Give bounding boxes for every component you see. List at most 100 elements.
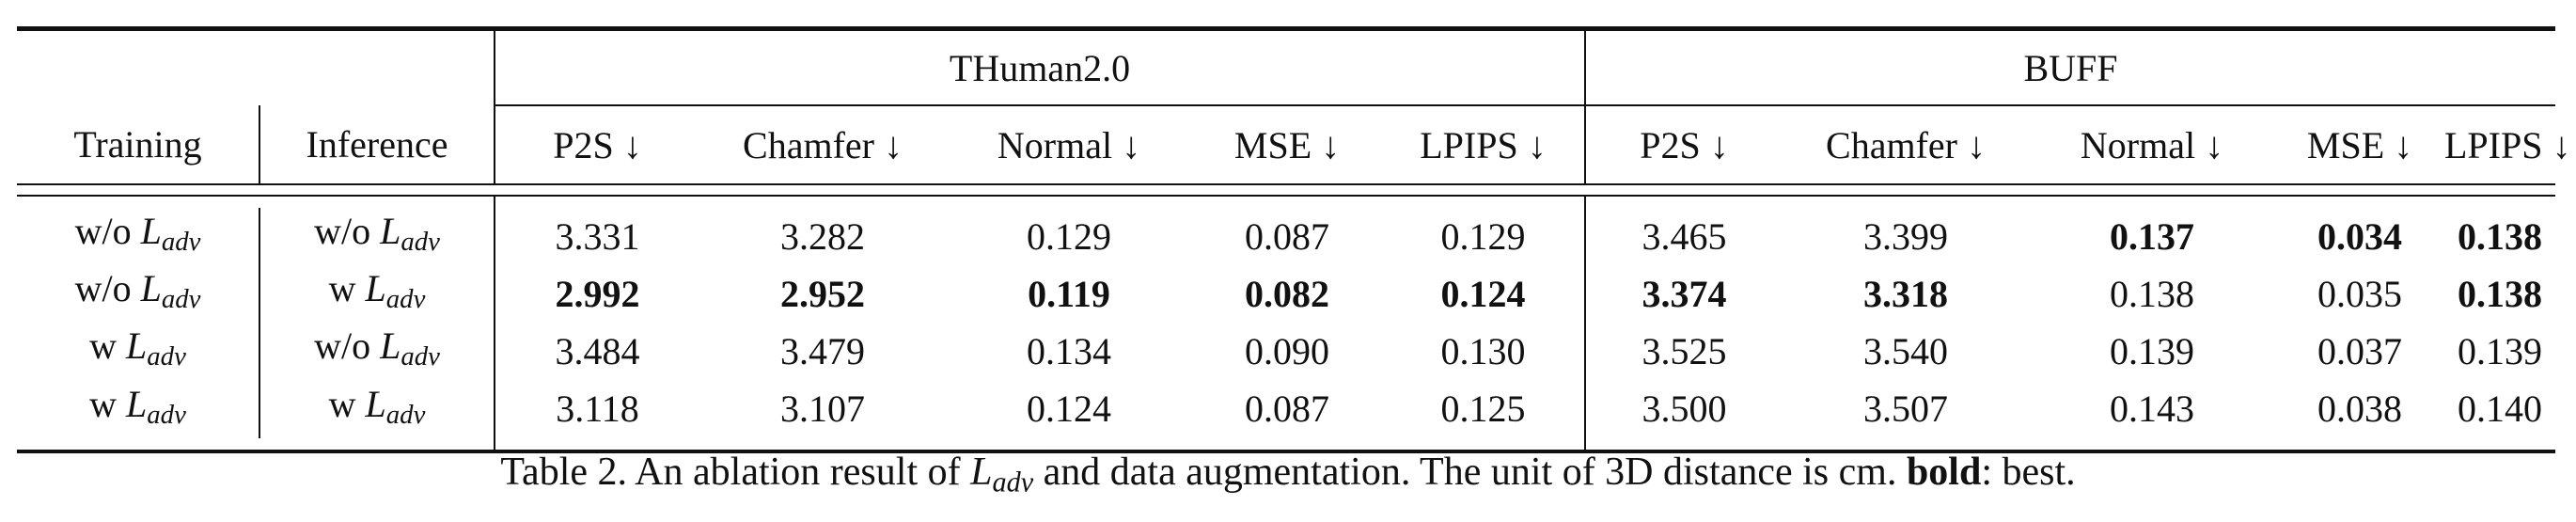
header-buff-mse-lpips: MSE ↓ LPIPS ↓ [2275,105,2571,184]
inference-cell-loss-symbol: L [380,324,401,368]
training-cell-loss-symbol: L [140,267,162,310]
table-cell-8: 0.035 [2317,272,2402,315]
column-header-row: Training Inference P2S ↓ Chamfer ↓ Norma… [17,105,2571,184]
group-header-row: THuman2.0 BUFF [17,31,2555,106]
table-cell-2: 0.134 [1027,329,1111,372]
table-cell-2: 0.124 [1027,388,1111,431]
table-cell-3: 0.082 [1245,272,1329,315]
table-cell-7: 0.138 [2110,272,2194,315]
training-cell: w/o Ladv [17,208,259,265]
caption-mid: and data augmentation. The unit of 3D di… [1033,451,1907,494]
table-cell-9: 0.138 [2458,272,2542,315]
table-cell-1: 3.479 [780,329,865,372]
table-cell-4: 0.130 [1440,329,1526,372]
header-buff-mse: MSE ↓ [2306,123,2413,166]
inference-cell-loss-subscript: adv [385,399,426,430]
inference-cell: w Ladv [259,265,495,324]
table-cell-5: 3.525 [1584,323,1783,381]
inference-cell: w Ladv [259,380,495,438]
table-body: w/o Ladv w/o Ladv 3.331 3.282 0.129 0.087 0.12… [17,208,2555,438]
inference-cell-loss-subscript: adv [401,341,440,372]
header-inference: Inference [259,105,495,184]
group-header-buff: BUFF [1584,31,2555,106]
table-cell-7: 0.139 [2110,329,2194,372]
training-cell-loss-subscript: adv [161,284,201,315]
header-thuman-lpips: LPIPS ↓ [1420,123,1547,166]
inference-cell-prefix: w [328,267,366,310]
table-cell-0: 2.992 [494,265,699,324]
inference-cell-loss-symbol: L [365,382,386,425]
header-buff-normal: Normal ↓ [2080,123,2224,166]
inference-cell: w/o Ladv [259,323,495,381]
header-thuman-chamfer: Chamfer ↓ [743,123,903,166]
header-thuman-p2s: P2S ↓ [494,105,699,184]
training-cell-prefix: w/o [74,267,141,310]
table-cell-3: 0.087 [1245,214,1329,258]
training-cell-loss-subscript: adv [147,399,186,430]
caption-bold-word: bold [1906,451,1982,494]
header-thuman-normal: Normal ↓ [997,123,1141,166]
table-cell-8: 0.038 [2317,388,2402,431]
caption-loss-symbol: L [970,451,993,494]
table-cell-6: 3.540 [1863,329,1948,372]
table-cell-4: 0.125 [1440,388,1526,431]
inference-cell-loss-symbol: L [380,210,401,252]
row-spacer [17,196,2555,208]
inference-cell-loss-subscript: adv [401,227,440,258]
table-cell-1: 3.282 [780,214,865,258]
group-header-empty [17,31,495,105]
table-caption: Table 2. An ablation result of Ladv and … [0,450,2576,499]
table-cell-5: 3.465 [1584,208,1783,266]
training-cell: w/o Ladv [17,265,259,323]
table-cell-4: 0.129 [1440,214,1526,258]
training-cell-loss-symbol: L [126,382,148,425]
header-double-rule [17,183,2555,197]
table-cell-1: 2.952 [780,272,865,315]
table-cell-2: 0.129 [1027,214,1111,258]
table-cell-7: 0.143 [2110,388,2194,431]
table-row: w/o Ladv w/o Ladv 3.331 3.282 0.129 0.087 0.12… [17,208,2555,266]
table-cell-9: 0.139 [2458,329,2542,372]
training-cell: w Ladv [17,381,259,438]
table-cell-2: 0.119 [1028,272,1110,315]
table-cell-5: 3.500 [1584,380,1783,438]
row-spacer-bottom [17,437,2555,451]
table-cell-6: 3.399 [1863,214,1948,258]
header-buff-p2s: P2S ↓ [1584,105,1783,184]
results-table-container: THuman2.0 BUFF Training Inference P2S ↓ … [17,26,2571,455]
inference-cell-prefix: w/o [314,324,381,368]
training-cell-loss-symbol: L [140,210,162,252]
caption-loss-subscript: adv [992,466,1034,498]
table-cell-3: 0.090 [1245,329,1329,372]
ablation-table: THuman2.0 BUFF Training Inference P2S ↓ … [17,26,2571,455]
training-cell: w Ladv [17,323,259,380]
table-cell-6: 3.318 [1863,272,1948,315]
inference-cell-loss-subscript: adv [385,284,426,315]
header-training: Training [73,123,202,166]
table-cell-5: 3.374 [1584,265,1783,324]
caption-tail: : best. [1981,451,2076,494]
training-cell-loss-subscript: adv [147,341,186,372]
inference-cell: w/o Ladv [259,208,495,266]
table-cell-0: 3.484 [494,323,699,381]
inference-cell-loss-symbol: L [365,267,386,310]
table-row: w Ladv w/o Ladv 3.484 3.479 0.134 0.090 0.130 3… [17,323,2555,381]
table-cell-8: 0.037 [2317,329,2402,372]
header-buff-lpips: LPIPS ↓ [2444,123,2571,166]
header-buff-chamfer: Chamfer ↓ [1826,123,1986,166]
training-cell-prefix: w [89,324,127,368]
training-cell-loss-subscript: adv [161,227,201,258]
table-cell-6: 3.507 [1863,388,1948,431]
header-thuman-mse: MSE ↓ [1233,123,1341,166]
table-cell-4: 0.124 [1440,272,1526,315]
table-cell-9: 0.140 [2458,388,2542,431]
top-rule [17,26,2555,33]
training-cell-prefix: w/o [74,210,141,252]
table-cell-3: 0.087 [1245,388,1329,431]
caption-lead: Table 2. An ablation result of [500,451,971,494]
training-cell-loss-symbol: L [126,324,148,368]
table-cell-1: 3.107 [780,388,865,431]
table-row: w/o Ladv w Ladv 2.992 2.952 0.119 0.082 0.124 3… [17,265,2555,324]
inference-cell-prefix: w [328,382,366,425]
group-header-thuman: THuman2.0 [494,31,1585,106]
